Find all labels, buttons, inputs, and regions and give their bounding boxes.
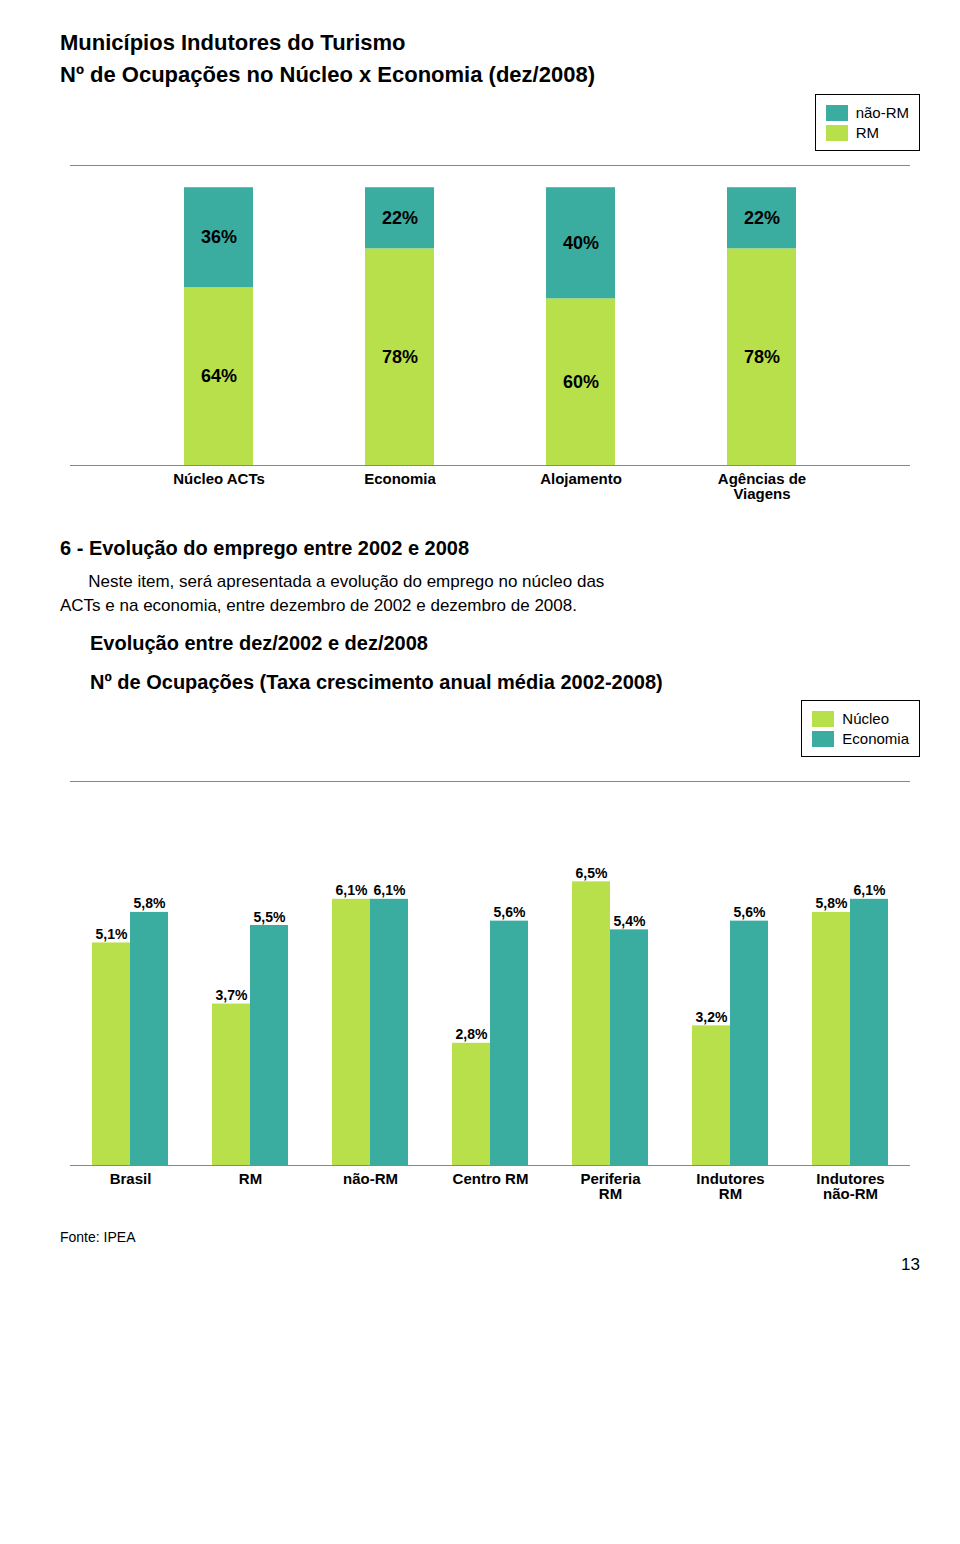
svg-text:78%: 78% bbox=[744, 347, 780, 367]
html-text:RM: RM bbox=[855, 124, 879, 141]
svg-text:3,2%: 3,2% bbox=[696, 1009, 728, 1025]
html-text:Municípios Indutores do Turism: Municípios Indutores do Turismo bbox=[60, 30, 406, 55]
svg-text:22%: 22% bbox=[382, 208, 418, 228]
html-text:não-RM: não-RM bbox=[855, 104, 909, 121]
svg-text:6,1%: 6,1% bbox=[854, 882, 886, 898]
html-text:Economia: Economia bbox=[842, 730, 909, 747]
html-text:Evolução entre dez/2002 e dez/: Evolução entre dez/2002 e dez/2008 bbox=[90, 632, 428, 654]
svg-text:5,6%: 5,6% bbox=[734, 904, 766, 920]
svg-text:5,4%: 5,4% bbox=[614, 913, 646, 929]
svg-text:Centro RM: Centro RM bbox=[453, 1170, 529, 1187]
svg-text:64%: 64% bbox=[201, 366, 237, 386]
html-text:6 - Evolução do emprego entre: 6 - Evolução do emprego entre 2002 e 200… bbox=[60, 537, 470, 559]
svg-text:22%: 22% bbox=[744, 208, 780, 228]
html-text:ACTs e na economia, entre deze: ACTs e na economia, entre dezembro de 20… bbox=[60, 596, 577, 615]
svg-text:IndutoresRM: IndutoresRM bbox=[696, 1170, 764, 1202]
svg-text:Economia: Economia bbox=[364, 470, 436, 487]
svg-text:5,1%: 5,1% bbox=[96, 926, 128, 942]
svg-text:6,5%: 6,5% bbox=[576, 865, 608, 881]
svg-text:6,1%: 6,1% bbox=[374, 882, 406, 898]
html-text:Nº de Ocupações no Núcleo x Ec: Nº de Ocupações no Núcleo x Economia (de… bbox=[60, 62, 595, 87]
svg-text:3,7%: 3,7% bbox=[216, 987, 248, 1003]
html-text:Núcleo: Núcleo bbox=[842, 710, 889, 727]
svg-text:5,8%: 5,8% bbox=[134, 895, 166, 911]
svg-text:5,5%: 5,5% bbox=[254, 909, 286, 925]
svg-text:2,8%: 2,8% bbox=[456, 1026, 488, 1042]
svg-text:não-RM: não-RM bbox=[343, 1170, 398, 1187]
svg-text:78%: 78% bbox=[382, 347, 418, 367]
html-text:13: 13 bbox=[901, 1255, 920, 1274]
svg-text:Alojamento: Alojamento bbox=[540, 470, 622, 487]
svg-text:6,1%: 6,1% bbox=[336, 882, 368, 898]
svg-text:5,6%: 5,6% bbox=[494, 904, 526, 920]
html-text:Fonte: IPEA: Fonte: IPEA bbox=[60, 1229, 136, 1245]
svg-text:40%: 40% bbox=[563, 233, 599, 253]
html-text:Neste item, será apresentada a: Neste item, será apresentada a evolução … bbox=[60, 572, 605, 591]
svg-text:Agências deViagens: Agências deViagens bbox=[718, 470, 806, 502]
svg-text:36%: 36% bbox=[201, 227, 237, 247]
svg-text:60%: 60% bbox=[563, 372, 599, 392]
html-text:Nº de Ocupações (Taxa crescime: Nº de Ocupações (Taxa crescimento anual … bbox=[90, 671, 663, 693]
svg-text:5,8%: 5,8% bbox=[816, 895, 848, 911]
svg-text:RM: RM bbox=[239, 1170, 262, 1187]
svg-text:Brasil: Brasil bbox=[110, 1170, 152, 1187]
svg-text:PeriferiaRM: PeriferiaRM bbox=[580, 1170, 641, 1202]
svg-text:Núcleo ACTs: Núcleo ACTs bbox=[173, 470, 265, 487]
svg-text:Indutoresnão-RM: Indutoresnão-RM bbox=[816, 1170, 884, 1202]
